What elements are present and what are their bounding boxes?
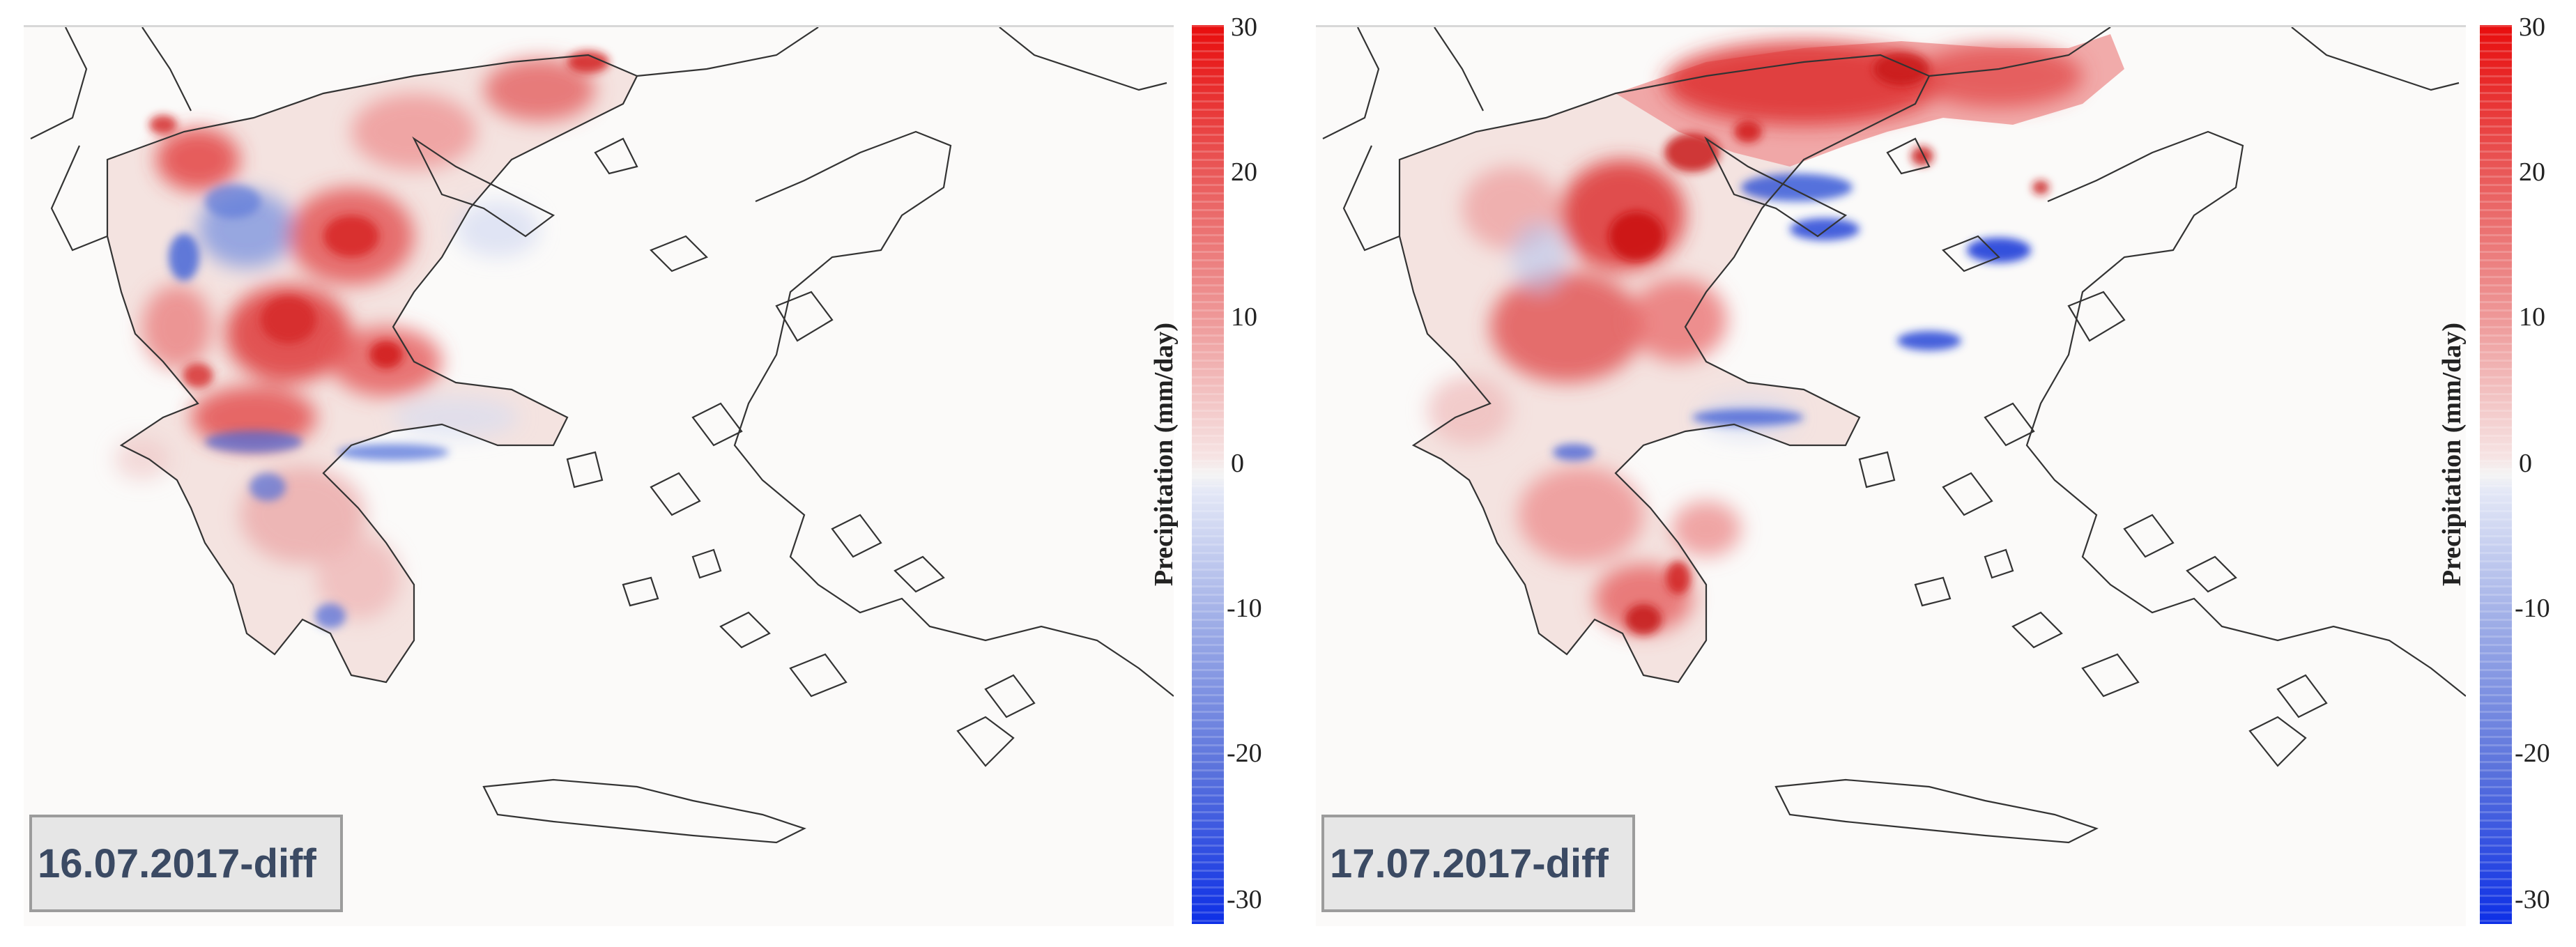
tick-label: 0 [1231, 449, 1244, 478]
map-area: 17.07.2017-diff [1316, 25, 2466, 926]
date-label: 16.07.2017-diff [38, 840, 316, 886]
panel-left: 16.07.2017-diff Precipitation (mm/day) 3… [24, 13, 1262, 926]
tick-label: 10 [1231, 302, 1257, 332]
colorbar [2480, 25, 2512, 924]
coastlines [30, 27, 1174, 844]
coastlines [1322, 27, 2466, 844]
date-label-box: 16.07.2017-diff [29, 815, 343, 912]
tick-label: -30 [1227, 885, 1262, 914]
tick-label: -10 [1227, 594, 1262, 623]
tick-label: 20 [2519, 157, 2545, 187]
panel-right: 17.07.2017-diff Precipitation (mm/day) 3… [1288, 0, 2576, 947]
tick-label: 30 [2519, 13, 2545, 42]
tick-label: -10 [2515, 594, 2550, 623]
tick-label: -20 [2515, 739, 2550, 768]
tick-label: -30 [2515, 885, 2550, 914]
greece-precip-map [30, 27, 1174, 844]
colorbar-label: Precipitation (mm/day) [1149, 322, 1179, 587]
tick-label: -20 [1227, 739, 1262, 768]
tick-label: 30 [1231, 13, 1257, 42]
greece-precip-map [1322, 27, 2466, 844]
tick-label: 20 [1231, 157, 1257, 187]
tick-label: 10 [2519, 302, 2545, 332]
tick-label: 0 [2519, 449, 2532, 478]
map-area: 16.07.2017-diff [24, 25, 1174, 926]
colorbar [1192, 25, 1224, 924]
date-label-box: 17.07.2017-diff [1321, 815, 1635, 912]
date-label: 17.07.2017-diff [1330, 840, 1609, 886]
colorbar-label: Precipitation (mm/day) [2437, 322, 2467, 587]
